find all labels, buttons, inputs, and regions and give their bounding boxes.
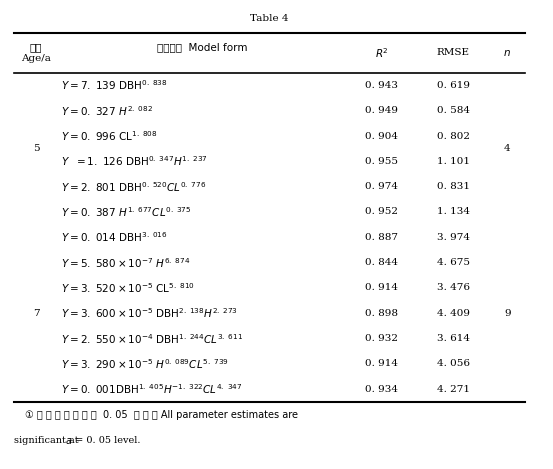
Text: 0. 955: 0. 955 <box>365 157 398 166</box>
Text: 0. 619: 0. 619 <box>437 81 470 90</box>
Text: ① 参 数 的 显 著 性 在  0. 05  水 平 。 All parameter estimates are: ① 参 数 的 显 著 性 在 0. 05 水 平 。 All paramete… <box>25 410 298 420</box>
Text: $Y = 0.\ 387\ H^{1.\ 677}CL^{0.\ 375}$: $Y = 0.\ 387\ H^{1.\ 677}CL^{0.\ 375}$ <box>61 205 191 219</box>
Text: $Y = 5.\ 580 \times 10^{-7}\ H^{6.\ 874}$: $Y = 5.\ 580 \times 10^{-7}\ H^{6.\ 874}… <box>61 256 190 270</box>
Text: 3. 614: 3. 614 <box>437 334 470 343</box>
Text: $R^2$: $R^2$ <box>375 46 388 60</box>
Text: 方程模型  Model form: 方程模型 Model form <box>156 42 247 52</box>
Text: 5: 5 <box>33 144 39 153</box>
Text: $Y = 3.\ 290 \times 10^{-5}\ H^{0.\ 089}CL^{5.\ 739}$: $Y = 3.\ 290 \times 10^{-5}\ H^{0.\ 089}… <box>61 357 228 371</box>
Text: 0. 898: 0. 898 <box>365 309 398 318</box>
Text: 0. 904: 0. 904 <box>365 131 398 141</box>
Text: 0. 844: 0. 844 <box>365 258 398 267</box>
Text: 9: 9 <box>504 309 510 318</box>
Text: $Y = 0.\ 014\ \mathrm{DBH}^{3.\ 016}$: $Y = 0.\ 014\ \mathrm{DBH}^{3.\ 016}$ <box>61 230 168 244</box>
Text: 0. 831: 0. 831 <box>437 182 470 191</box>
Text: Age/a: Age/a <box>21 54 51 63</box>
Text: 1. 101: 1. 101 <box>437 157 470 166</box>
Text: 0. 914: 0. 914 <box>365 359 398 369</box>
Text: 3. 974: 3. 974 <box>437 233 470 242</box>
Text: significant at: significant at <box>14 436 82 445</box>
Text: 0. 802: 0. 802 <box>437 131 470 141</box>
Text: RMSE: RMSE <box>437 48 470 57</box>
Text: $Y = 0.\ 327\ H^{2.\ 082}$: $Y = 0.\ 327\ H^{2.\ 082}$ <box>61 104 153 118</box>
Text: 0. 887: 0. 887 <box>365 233 398 242</box>
Text: = 0. 05 level.: = 0. 05 level. <box>72 436 140 445</box>
Text: $Y = 3.\ 520 \times 10^{-5}\ \mathrm{CL}^{5.\ 810}$: $Y = 3.\ 520 \times 10^{-5}\ \mathrm{CL}… <box>61 281 195 295</box>
Text: $Y = 7.\ 139\ \mathrm{DBH}^{0.\ 838}$: $Y = 7.\ 139\ \mathrm{DBH}^{0.\ 838}$ <box>61 78 168 92</box>
Text: 4: 4 <box>504 144 510 153</box>
Text: 0. 932: 0. 932 <box>365 334 398 343</box>
Text: $Y = 2.\ 801\ \mathrm{DBH}^{0.\ 520}CL^{0.\ 776}$: $Y = 2.\ 801\ \mathrm{DBH}^{0.\ 520}CL^{… <box>61 180 206 194</box>
Text: 0. 584: 0. 584 <box>437 106 470 115</box>
Text: $Y\ \ = 1.\ 126\ \mathrm{DBH}^{0.\ 347}H^{1.\ 237}$: $Y\ \ = 1.\ 126\ \mathrm{DBH}^{0.\ 347}H… <box>61 154 207 168</box>
Text: Table 4: Table 4 <box>251 14 289 23</box>
Text: 4. 409: 4. 409 <box>437 309 470 318</box>
Text: 7: 7 <box>33 309 39 318</box>
Text: $Y = 3.\ 600 \times 10^{-5}\ \mathrm{DBH}^{2.\ 138}H^{2.\ 273}$: $Y = 3.\ 600 \times 10^{-5}\ \mathrm{DBH… <box>61 306 238 320</box>
Text: 0. 974: 0. 974 <box>365 182 398 191</box>
Text: 0. 943: 0. 943 <box>365 81 398 90</box>
Text: 0. 934: 0. 934 <box>365 385 398 394</box>
Text: 4. 056: 4. 056 <box>437 359 470 369</box>
Text: 0. 949: 0. 949 <box>365 106 398 115</box>
Text: $a$: $a$ <box>65 436 72 446</box>
Text: 4. 675: 4. 675 <box>437 258 470 267</box>
Text: 0. 914: 0. 914 <box>365 283 398 293</box>
Text: 0. 952: 0. 952 <box>365 207 398 217</box>
Text: 4. 271: 4. 271 <box>437 385 470 394</box>
Text: 3. 476: 3. 476 <box>437 283 470 293</box>
Text: 1. 134: 1. 134 <box>437 207 470 217</box>
Text: 林龄: 林龄 <box>30 42 42 52</box>
Text: $n$: $n$ <box>503 48 512 58</box>
Text: $Y = 0.\ 001\mathrm{DBH}^{1.\ 405}H^{-1.\ 322}CL^{4.\ 347}$: $Y = 0.\ 001\mathrm{DBH}^{1.\ 405}H^{-1.… <box>61 382 242 396</box>
Text: $Y = 0.\ 996\ \mathrm{CL}^{1.\ 808}$: $Y = 0.\ 996\ \mathrm{CL}^{1.\ 808}$ <box>61 129 158 143</box>
Text: $Y = 2.\ 550 \times 10^{-4}\ \mathrm{DBH}^{1.\ 244}CL^{3.\ 611}$: $Y = 2.\ 550 \times 10^{-4}\ \mathrm{DBH… <box>61 332 243 346</box>
